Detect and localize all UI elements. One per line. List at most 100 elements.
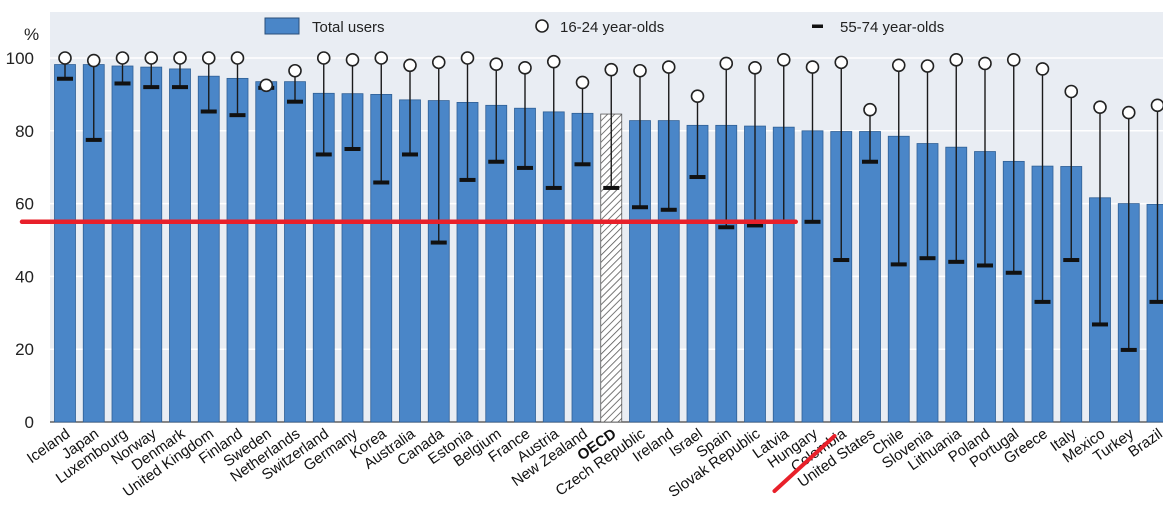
y-tick-60: 60 (15, 195, 34, 214)
marker-55-74-ireland (660, 207, 677, 212)
marker-16-24-mexico (1093, 100, 1107, 114)
range-lines (64, 58, 1159, 350)
y-axis-label: % (24, 25, 39, 44)
legend: Total users 16-24 year-olds 55-74 year-o… (264, 17, 944, 36)
marker-55-74-iceland (57, 76, 73, 81)
marker-16-24-france (518, 61, 532, 75)
marker-55-74-colombia (833, 258, 850, 263)
marker-16-24-spain (719, 56, 734, 71)
marker-55-74-japan (85, 137, 102, 142)
marker-55-74-australia (402, 152, 418, 157)
bar-sweden (255, 81, 278, 423)
marker-55-74-luxembourg (114, 81, 131, 86)
marker-55-74-oecd (603, 185, 620, 190)
marker-55-74-israel (689, 175, 706, 180)
marker-16-24-brazil (1150, 98, 1163, 113)
marker-55-74-germany (344, 147, 361, 151)
marker-16-24-switzerland (316, 51, 331, 65)
marker-16-24-austria (546, 54, 561, 69)
y-tick-20: 20 (15, 340, 34, 359)
marker-16-24-sweden (259, 78, 274, 93)
marker-55-74-mexico (1092, 322, 1108, 327)
marker-16-24-japan (86, 53, 101, 68)
marker-55-74-chile (890, 262, 907, 267)
marker-55-74-new-zealand (574, 162, 591, 167)
marker-55-74-greece (1034, 299, 1051, 304)
markers-16-24 (58, 51, 1163, 120)
marker-16-24-colombia (834, 55, 849, 70)
marker-16-24-portugal (1006, 53, 1021, 67)
marker-55-74-hungary (804, 219, 821, 224)
marker-55-74-poland (977, 263, 993, 268)
marker-55-74-canada (430, 240, 447, 245)
marker-55-74-united-states (862, 159, 878, 164)
bars (54, 64, 1163, 423)
marker-16-24-australia (403, 58, 417, 73)
marker-16-24-slovak-republic (748, 61, 762, 75)
marker-55-74-estonia (459, 177, 476, 182)
marker-16-24-germany (345, 53, 360, 67)
bar-netherlands (284, 81, 306, 423)
y-tick-80: 80 (15, 122, 34, 141)
marker-16-24-hungary (805, 60, 820, 74)
legend-label-55-74: 55-74 year-olds (840, 19, 944, 36)
marker-16-24-estonia (460, 51, 475, 65)
marker-55-74-finland (229, 113, 246, 118)
legend-swatch-55-74 (812, 24, 823, 28)
x-tick-labels: IcelandJapanLuxembourgNorwayDenmarkUnite… (24, 425, 1163, 501)
marker-16-24-greece (1035, 62, 1050, 76)
marker-55-74-norway (143, 85, 160, 90)
marker-55-74-turkey (1120, 347, 1137, 352)
marker-16-24-united-states (863, 102, 877, 117)
bar-iceland (54, 64, 76, 423)
red-mark-annotation (772, 434, 837, 493)
marker-55-74-brazil (1149, 299, 1163, 304)
marker-16-24-finland (230, 51, 245, 65)
legend-label-16-24: 16-24 year-olds (560, 19, 664, 36)
bar-luxembourg (111, 65, 134, 423)
marker-16-24-turkey (1121, 105, 1136, 120)
marker-16-24-chile (891, 58, 906, 73)
marker-16-24-czech-republic (633, 63, 647, 78)
annotations (19, 219, 837, 493)
marker-16-24-slovenia (920, 59, 935, 73)
marker-16-24-iceland (58, 51, 72, 65)
legend-swatch-total-users (264, 17, 300, 35)
marker-16-24-norway (144, 51, 159, 65)
marker-55-74-slovak-republic (747, 223, 763, 228)
marker-16-24-latvia (776, 53, 791, 67)
marker-55-74-belgium (488, 159, 505, 164)
y-tick-40: 40 (15, 267, 34, 286)
marker-55-74-lithuania (948, 259, 965, 264)
marker-55-74-czech-republic (632, 205, 648, 210)
marker-16-24-oecd (604, 62, 619, 77)
marker-16-24-ireland (661, 60, 676, 74)
bar-brazil (1146, 203, 1163, 423)
marker-55-74-netherlands (287, 99, 303, 104)
marker-16-24-lithuania (949, 53, 964, 67)
marker-55-74-denmark (172, 85, 188, 90)
marker-55-74-france (517, 165, 533, 170)
marker-55-74-united-kingdom (200, 109, 217, 114)
y-tick-100: 100 (6, 49, 34, 68)
bar-norway (140, 66, 163, 423)
bar-united-states (859, 131, 881, 423)
markers-55-74 (57, 76, 1163, 352)
marker-16-24-new-zealand (575, 75, 590, 90)
marker-55-74-portugal (1005, 270, 1022, 275)
y-tick-0: 0 (25, 413, 34, 432)
marker-16-24-belgium (489, 57, 504, 71)
marker-55-74-italy (1063, 258, 1080, 263)
legend-label-total-users: Total users (312, 19, 385, 36)
marker-16-24-united-kingdom (201, 51, 216, 65)
marker-55-74-korea (373, 180, 390, 185)
bar-denmark (169, 68, 191, 423)
marker-16-24-netherlands (288, 63, 302, 78)
marker-16-24-israel (690, 89, 705, 104)
legend-swatch-16-24 (535, 19, 549, 33)
y-tick-labels: 0 20 40 60 80 100 (6, 49, 34, 432)
marker-16-24-canada (431, 55, 446, 70)
bar-finland (226, 77, 249, 423)
marker-16-24-korea (374, 51, 389, 65)
